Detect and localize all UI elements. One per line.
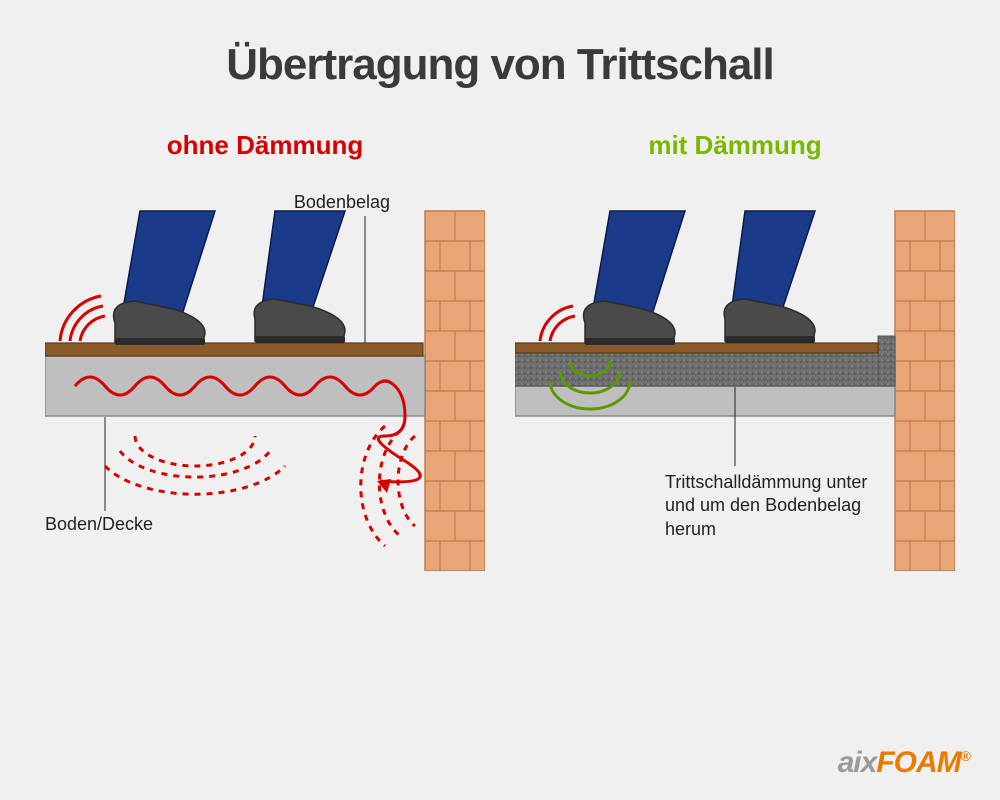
floor-covering bbox=[45, 343, 423, 356]
label-insulation: Trittschalldämmung unter und um den Bode… bbox=[665, 471, 895, 541]
diagram-right: Trittschalldämmung unter und um den Bode… bbox=[515, 191, 955, 571]
emanation-below bbox=[105, 436, 285, 494]
floor-covering-r bbox=[515, 343, 878, 353]
brick-wall-r bbox=[895, 211, 955, 571]
legs-shoes-left bbox=[114, 211, 345, 345]
panels-row: ohne Dämmung Bodenbelag Boden/Decke bbox=[0, 130, 1000, 571]
brick-wall bbox=[425, 211, 485, 571]
concrete-slab-r bbox=[515, 386, 895, 416]
concrete-slab bbox=[45, 356, 425, 416]
logo-foam: FOAM bbox=[876, 746, 960, 779]
logo-aix: aix bbox=[838, 746, 877, 779]
logo-reg: ® bbox=[961, 748, 970, 764]
subtitle-left: ohne Dämmung bbox=[45, 130, 485, 161]
main-title: Übertragung von Trittschall bbox=[0, 0, 1000, 90]
impact-arcs-top bbox=[60, 296, 105, 341]
impact-arcs-top-r bbox=[540, 306, 575, 341]
label-bodenbelag: Bodenbelag bbox=[294, 191, 390, 214]
panel-with-insulation: mit Dämmung Trittschalldämmung unter und… bbox=[515, 130, 955, 571]
diagram-left: Bodenbelag Boden/Decke bbox=[45, 191, 485, 571]
subtitle-right: mit Dämmung bbox=[515, 130, 955, 161]
legs-shoes-right bbox=[584, 211, 815, 345]
label-boden-decke: Boden/Decke bbox=[45, 513, 153, 536]
insulation-edge bbox=[878, 336, 895, 386]
panel-without-insulation: ohne Dämmung Bodenbelag Boden/Decke bbox=[45, 130, 485, 571]
brand-logo: aixFOAM® bbox=[838, 746, 970, 780]
